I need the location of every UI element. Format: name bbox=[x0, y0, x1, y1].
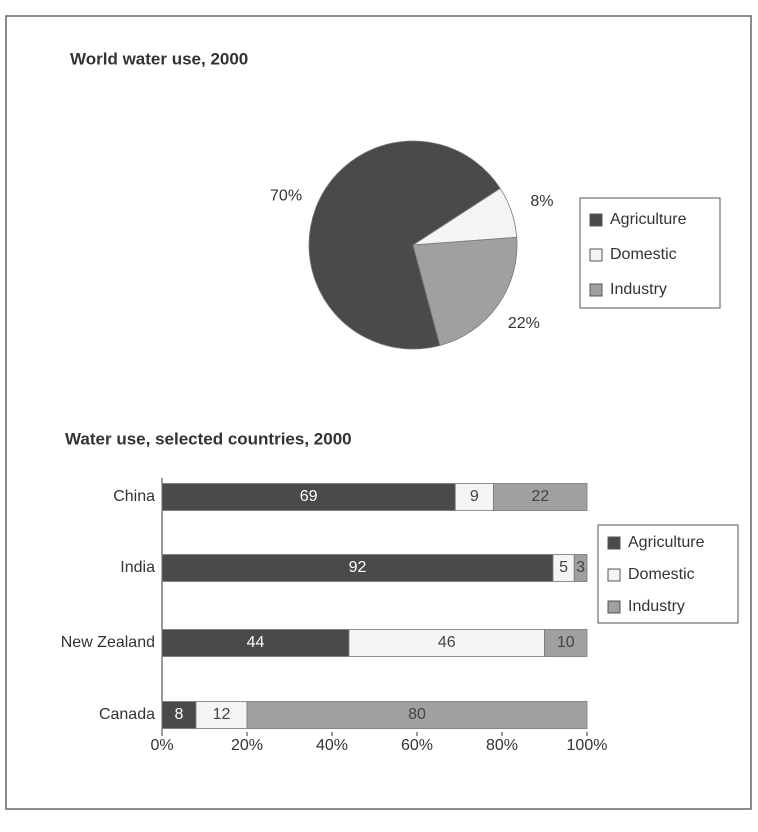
legend-swatch bbox=[589, 213, 603, 227]
legend-label: Domestic bbox=[628, 566, 695, 583]
bar-segment bbox=[493, 483, 588, 511]
x-tick-label: 20% bbox=[231, 737, 263, 754]
data-label: 70% bbox=[270, 187, 302, 204]
data-label: 92 bbox=[349, 559, 367, 576]
chart-title: Water use, selected countries, 2000 bbox=[65, 429, 352, 448]
legend-swatch bbox=[607, 600, 621, 614]
data-label: 22 bbox=[531, 488, 549, 505]
data-label: 9 bbox=[470, 488, 479, 505]
x-tick-label: 40% bbox=[316, 737, 348, 754]
x-tick-label: 80% bbox=[486, 737, 518, 754]
data-label: 5 bbox=[559, 559, 568, 576]
frame bbox=[5, 15, 752, 810]
legend-label: Domestic bbox=[610, 246, 677, 263]
bar-segment bbox=[573, 554, 588, 582]
bar-segment bbox=[544, 629, 588, 657]
legend-label: Industry bbox=[628, 598, 685, 615]
data-label: 8% bbox=[530, 193, 553, 210]
bar-segment bbox=[348, 629, 545, 657]
data-label: 80 bbox=[408, 706, 426, 723]
data-label: 69 bbox=[300, 488, 318, 505]
data-label: 22% bbox=[508, 315, 540, 332]
x-tick-label: 60% bbox=[401, 737, 433, 754]
data-label: 8 bbox=[175, 706, 184, 723]
y-tick-label: Canada bbox=[99, 706, 155, 723]
data-label: 44 bbox=[247, 634, 265, 651]
legend-box bbox=[597, 524, 739, 624]
bar-segment bbox=[161, 483, 456, 511]
bar-segment bbox=[195, 701, 248, 729]
x-tick-label: 0% bbox=[150, 737, 173, 754]
data-label: 3 bbox=[576, 559, 585, 576]
data-label: 46 bbox=[438, 634, 456, 651]
y-tick-label: New Zealand bbox=[61, 634, 155, 651]
y-tick-label: China bbox=[113, 488, 155, 505]
legend-swatch bbox=[589, 283, 603, 297]
pie-slice bbox=[308, 140, 501, 350]
legend-label: Industry bbox=[610, 281, 667, 298]
bar-segment bbox=[246, 701, 588, 729]
chart-title: World water use, 2000 bbox=[70, 49, 248, 68]
bar-segment bbox=[161, 554, 554, 582]
y-tick-label: India bbox=[120, 559, 155, 576]
x-tick-label: 100% bbox=[567, 737, 608, 754]
data-label: 12 bbox=[213, 706, 231, 723]
legend-label: Agriculture bbox=[628, 534, 705, 551]
legend-label: Agriculture bbox=[610, 211, 687, 228]
pie-slice bbox=[412, 236, 518, 346]
data-label: 10 bbox=[557, 634, 575, 651]
bar-segment bbox=[161, 701, 197, 729]
legend-swatch bbox=[589, 248, 603, 262]
legend-swatch bbox=[607, 536, 621, 550]
legend-box bbox=[579, 197, 721, 309]
legend-swatch bbox=[607, 568, 621, 582]
